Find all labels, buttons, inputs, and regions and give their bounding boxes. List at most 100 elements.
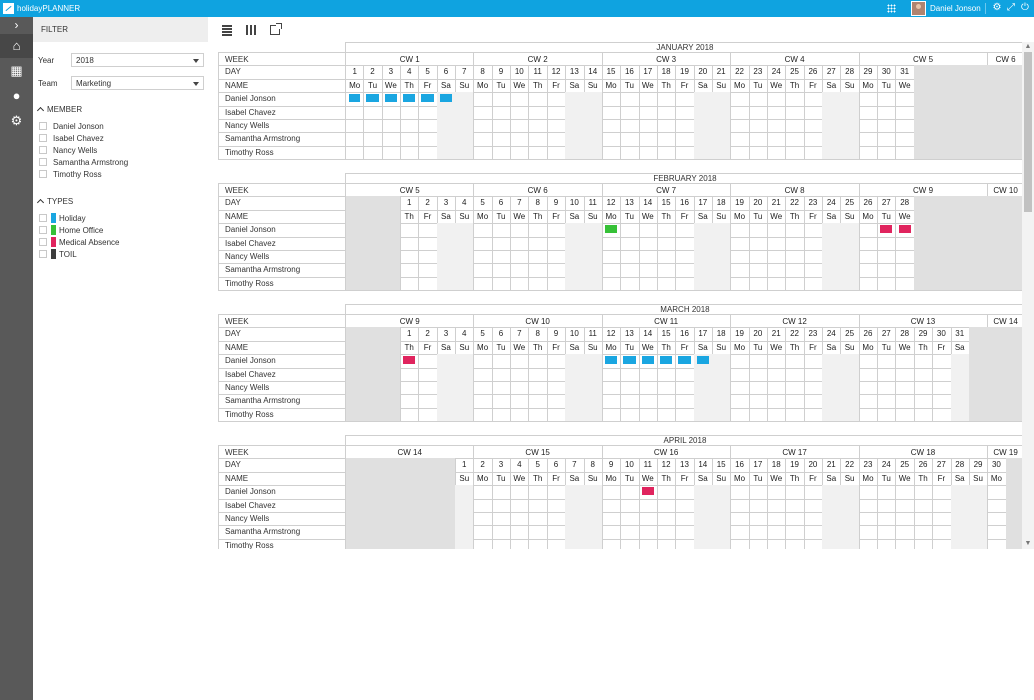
- day-cell[interactable]: [656, 485, 677, 500]
- day-cell[interactable]: [895, 381, 915, 396]
- member-checkbox[interactable]: [39, 122, 47, 130]
- power-icon[interactable]: ⏻: [1021, 2, 1029, 13]
- day-cell[interactable]: [620, 538, 640, 549]
- day-cell[interactable]: [950, 394, 970, 409]
- day-cell[interactable]: [455, 525, 475, 540]
- day-cell[interactable]: [822, 394, 842, 409]
- day-cell[interactable]: [877, 538, 897, 549]
- day-cell[interactable]: [895, 236, 915, 251]
- day-cell[interactable]: [785, 236, 805, 251]
- day-cell[interactable]: [950, 367, 970, 382]
- day-cell[interactable]: [528, 367, 548, 382]
- day-cell[interactable]: [840, 145, 860, 161]
- day-cell[interactable]: [693, 354, 713, 369]
- day-cell[interactable]: [510, 263, 530, 278]
- day-cell[interactable]: [638, 92, 658, 107]
- day-cell[interactable]: [858, 263, 879, 278]
- day-cell[interactable]: [455, 367, 475, 382]
- day-cell[interactable]: [730, 538, 750, 549]
- member-checkbox[interactable]: [39, 146, 47, 154]
- day-cell[interactable]: [345, 145, 365, 161]
- day-cell[interactable]: [400, 132, 420, 147]
- day-cell[interactable]: [510, 485, 530, 500]
- day-cell[interactable]: [656, 367, 677, 382]
- absence-entry-medical[interactable]: [898, 225, 911, 233]
- day-cell[interactable]: [583, 119, 603, 134]
- day-cell[interactable]: [528, 145, 548, 161]
- member-section-toggle[interactable]: MEMBER: [36, 105, 82, 115]
- day-cell[interactable]: [712, 485, 732, 500]
- day-cell[interactable]: [363, 132, 383, 147]
- day-cell[interactable]: [363, 145, 383, 161]
- day-cell[interactable]: [693, 223, 713, 238]
- day-cell[interactable]: [803, 512, 824, 527]
- day-cell[interactable]: [510, 367, 530, 382]
- day-cell[interactable]: [546, 367, 567, 382]
- day-cell[interactable]: [785, 223, 805, 238]
- day-cell[interactable]: [767, 105, 787, 120]
- day-cell[interactable]: [895, 105, 915, 120]
- day-cell[interactable]: [546, 145, 567, 161]
- day-cell[interactable]: [510, 407, 530, 423]
- day-cell[interactable]: [656, 105, 677, 120]
- day-cell[interactable]: [877, 236, 897, 251]
- day-cell[interactable]: [840, 381, 860, 396]
- day-cell[interactable]: [767, 485, 787, 500]
- day-cell[interactable]: [381, 132, 402, 147]
- day-cell[interactable]: [436, 367, 457, 382]
- day-cell[interactable]: [693, 132, 713, 147]
- day-cell[interactable]: [858, 276, 879, 292]
- day-cell[interactable]: [436, 105, 457, 120]
- day-cell[interactable]: [712, 354, 732, 369]
- absence-entry-holiday[interactable]: [659, 356, 673, 364]
- day-cell[interactable]: [455, 354, 475, 369]
- day-cell[interactable]: [546, 236, 567, 251]
- day-cell[interactable]: [950, 525, 970, 540]
- day-cell[interactable]: [656, 512, 677, 527]
- day-cell[interactable]: [785, 525, 805, 540]
- day-cell[interactable]: [693, 538, 713, 549]
- day-cell[interactable]: [638, 119, 658, 134]
- day-cell[interactable]: [400, 145, 420, 161]
- day-cell[interactable]: [455, 263, 475, 278]
- day-cell[interactable]: [767, 525, 787, 540]
- gear-icon[interactable]: ⚙: [992, 2, 1002, 13]
- day-cell[interactable]: [528, 512, 548, 527]
- day-cell[interactable]: [840, 367, 860, 382]
- day-cell[interactable]: [803, 525, 824, 540]
- day-cell[interactable]: [491, 132, 512, 147]
- day-cell[interactable]: [822, 236, 842, 251]
- day-cell[interactable]: [638, 145, 658, 161]
- day-cell[interactable]: [546, 276, 567, 292]
- day-cell[interactable]: [822, 538, 842, 549]
- day-cell[interactable]: [510, 498, 530, 513]
- day-cell[interactable]: [455, 512, 475, 527]
- day-cell[interactable]: [693, 92, 713, 107]
- day-cell[interactable]: [510, 105, 530, 120]
- day-cell[interactable]: [638, 498, 658, 513]
- day-cell[interactable]: [767, 538, 787, 549]
- day-cell[interactable]: [913, 381, 934, 396]
- day-cell[interactable]: [895, 132, 915, 147]
- day-cell[interactable]: [785, 381, 805, 396]
- day-cell[interactable]: [675, 354, 695, 369]
- day-cell[interactable]: [730, 276, 750, 292]
- day-cell[interactable]: [528, 525, 548, 540]
- day-cell[interactable]: [822, 485, 842, 500]
- day-cell[interactable]: [473, 538, 493, 549]
- day-cell[interactable]: [748, 512, 769, 527]
- day-cell[interactable]: [528, 119, 548, 134]
- day-cell[interactable]: [546, 132, 567, 147]
- day-cell[interactable]: [510, 354, 530, 369]
- day-cell[interactable]: [492, 538, 512, 549]
- day-cell[interactable]: [767, 250, 787, 265]
- day-cell[interactable]: [491, 394, 512, 409]
- absence-entry-holiday[interactable]: [678, 356, 691, 364]
- day-cell[interactable]: [767, 367, 787, 382]
- day-cell[interactable]: [528, 105, 548, 120]
- day-cell[interactable]: [418, 367, 438, 382]
- vertical-scrollbar[interactable]: ▲ ▼: [1022, 42, 1034, 549]
- day-cell[interactable]: [767, 394, 787, 409]
- day-cell[interactable]: [436, 394, 457, 409]
- day-cell[interactable]: [712, 512, 732, 527]
